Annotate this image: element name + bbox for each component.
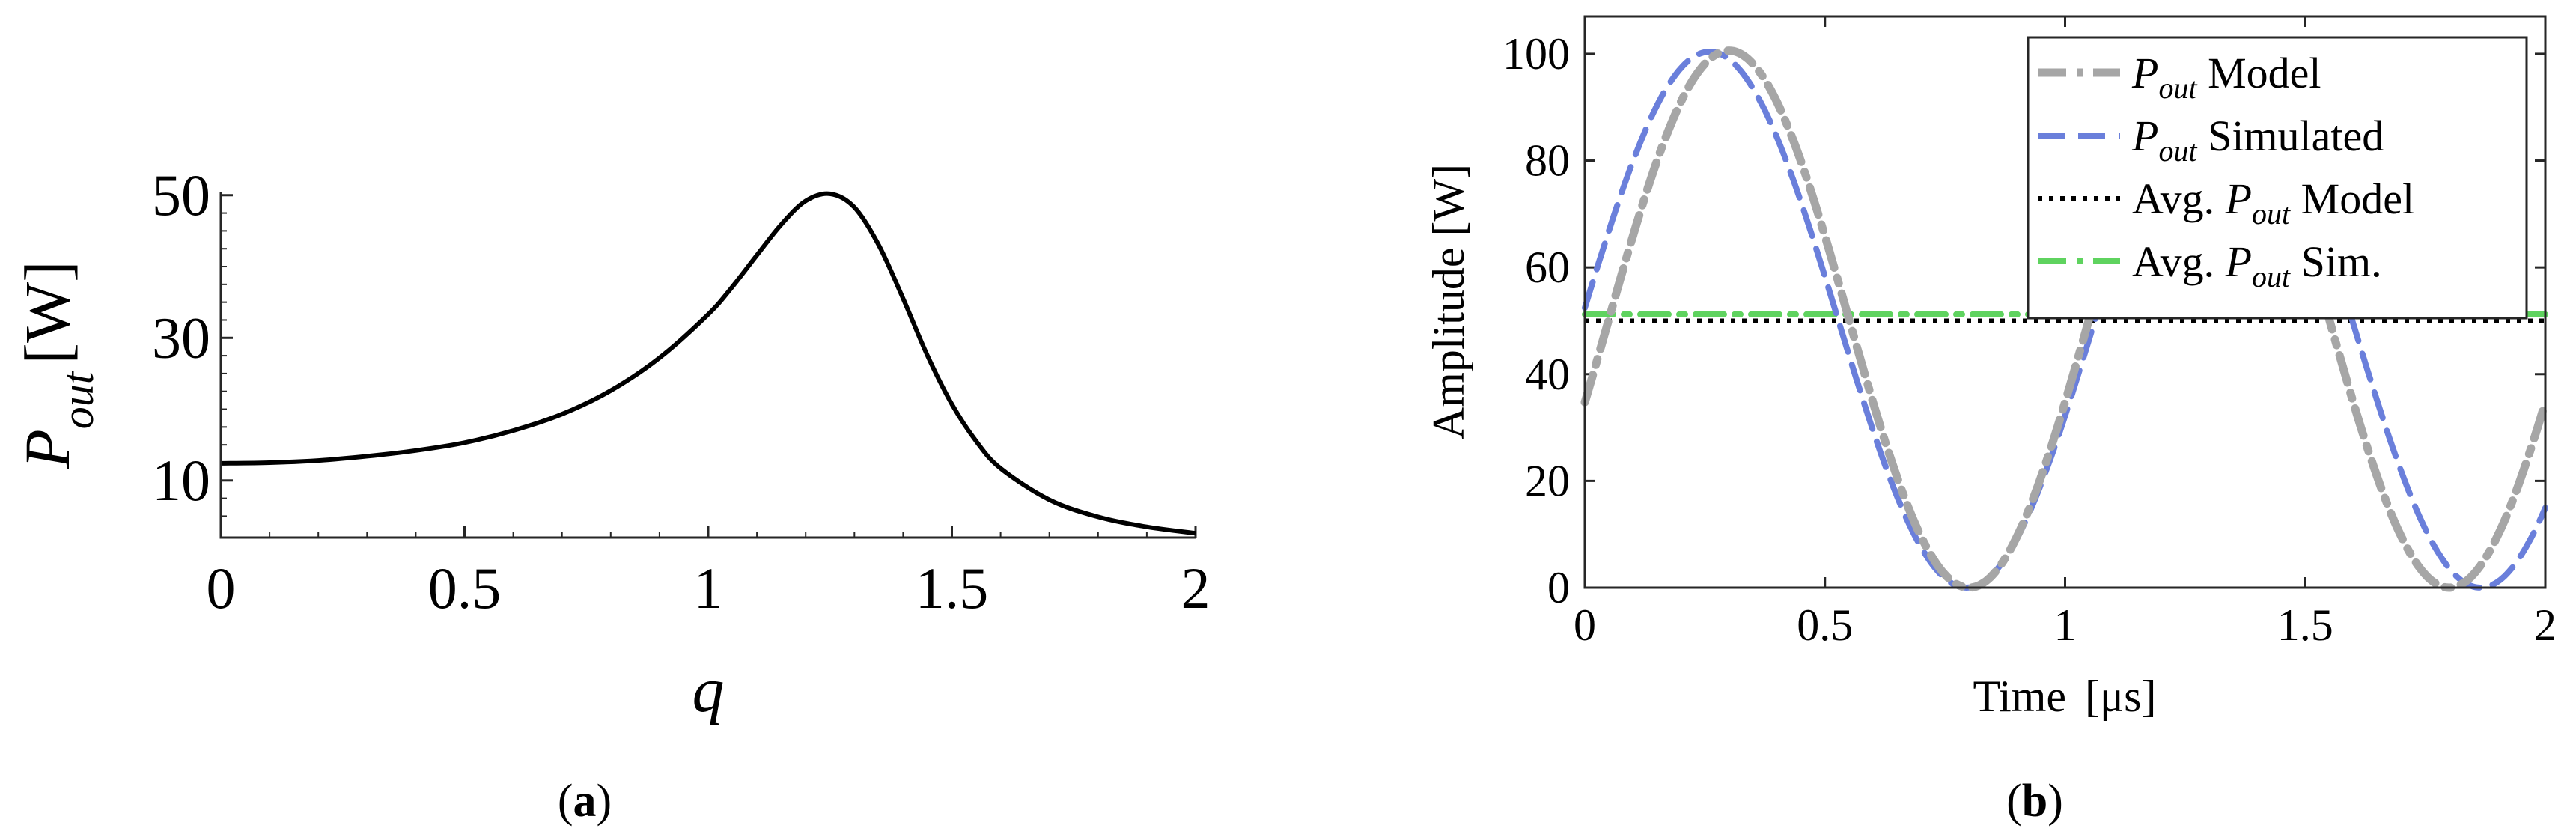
panel-a-y-label-sub: out [53, 371, 103, 429]
legend-prefix: Avg. [2132, 174, 2226, 223]
caption-b-open: ( [2006, 776, 2022, 827]
panel-b-y-tick-label: 60 [1525, 243, 1570, 292]
panel-a-chart: 0 0.5 1 1.5 2 10 30 50 q Pout [W] [11, 162, 1211, 725]
legend-symbol: P [2225, 174, 2252, 223]
legend-symbol: P [2131, 112, 2158, 160]
panel-a-y-label-unit: [W] [11, 261, 83, 364]
caption-b-close: ) [2047, 776, 2063, 827]
panel-b-x-tick-label: 1 [2054, 600, 2077, 650]
panel-a-y-tick-label: 30 [152, 305, 210, 370]
legend-subscript: out [2252, 197, 2291, 231]
panel-a-y-label-main: P [11, 429, 83, 469]
legend-subscript: out [2252, 260, 2291, 293]
caption-a-open: ( [558, 776, 573, 827]
panel-b-x-tick-label: 1.5 [2277, 600, 2333, 650]
caption-a: (a) [558, 776, 612, 827]
panel-b-y-tick-label: 100 [1502, 29, 1570, 79]
panel-a-series-line [220, 191, 1196, 536]
panel-b-x-axis-label: Time [μs] [1973, 672, 2157, 721]
legend-suffix: Simulated [2197, 112, 2384, 160]
legend-label: Avg. Pout Sim. [2132, 237, 2382, 293]
panel-b-y-tick-label: 20 [1525, 456, 1570, 505]
legend-label: Pout Model [2131, 49, 2321, 105]
panel-a-x-tick-label: 2 [1181, 556, 1211, 621]
panel-b-y-tick-label: 80 [1525, 136, 1570, 186]
legend-subscript: out [2158, 71, 2197, 105]
legend-symbol: P [2131, 49, 2158, 97]
legend-suffix: Model [2197, 49, 2321, 97]
panel-b-x-tick-label: 0 [1574, 600, 1596, 650]
panel-a-lines [220, 191, 1196, 536]
panel-b-y-tick-label: 0 [1547, 563, 1570, 612]
panel-a-x-tick-label: 1.5 [916, 556, 989, 621]
panel-b-series-line [1580, 46, 2550, 592]
panel-b-x-label-unit: [μs] [2085, 672, 2156, 721]
legend-suffix: Sim. [2290, 237, 2382, 286]
panel-a-y-tick-label: 50 [152, 162, 210, 228]
legend-label: Pout Simulated [2131, 112, 2384, 168]
panel-b-x-tick-label: 2 [2534, 600, 2557, 650]
panel-b-axes-box [1583, 15, 2547, 589]
panel-b-x-tick-label: 0.5 [1797, 600, 1853, 650]
legend-symbol: P [2225, 237, 2252, 286]
panel-a-x-axis-label: q [692, 654, 725, 725]
panel-a-y-axis-label: Pout [W] [11, 261, 103, 469]
panel-b-y-tick-label: 40 [1525, 350, 1570, 399]
legend-prefix: Avg. [2132, 237, 2226, 286]
caption-b-letter: b [2022, 776, 2047, 827]
legend-subscript: out [2158, 134, 2197, 168]
panel-b-series-line [1582, 49, 2548, 591]
panel-a-x-tick-label: 0 [207, 556, 236, 621]
caption-a-close: ) [597, 776, 612, 827]
legend-box [2027, 36, 2528, 320]
panel-a-x-tick-label: 0.5 [428, 556, 502, 621]
panel-b-x-label-text: Time [1973, 672, 2067, 721]
panel-b-y-axis-label: Amplitude [W] [1424, 164, 1473, 439]
legend-suffix: Model [2290, 174, 2414, 223]
legend-label: Avg. Pout Model [2132, 174, 2414, 231]
caption-b: (b) [2006, 776, 2063, 827]
caption-a-letter: a [573, 776, 597, 827]
panel-a-y-tick-label: 10 [152, 448, 210, 513]
panel-a-axes [219, 192, 1196, 539]
panel-a-ticks: 0 0.5 1 1.5 2 10 30 50 [152, 162, 1211, 621]
panel-a-x-tick-label: 1 [694, 556, 723, 621]
